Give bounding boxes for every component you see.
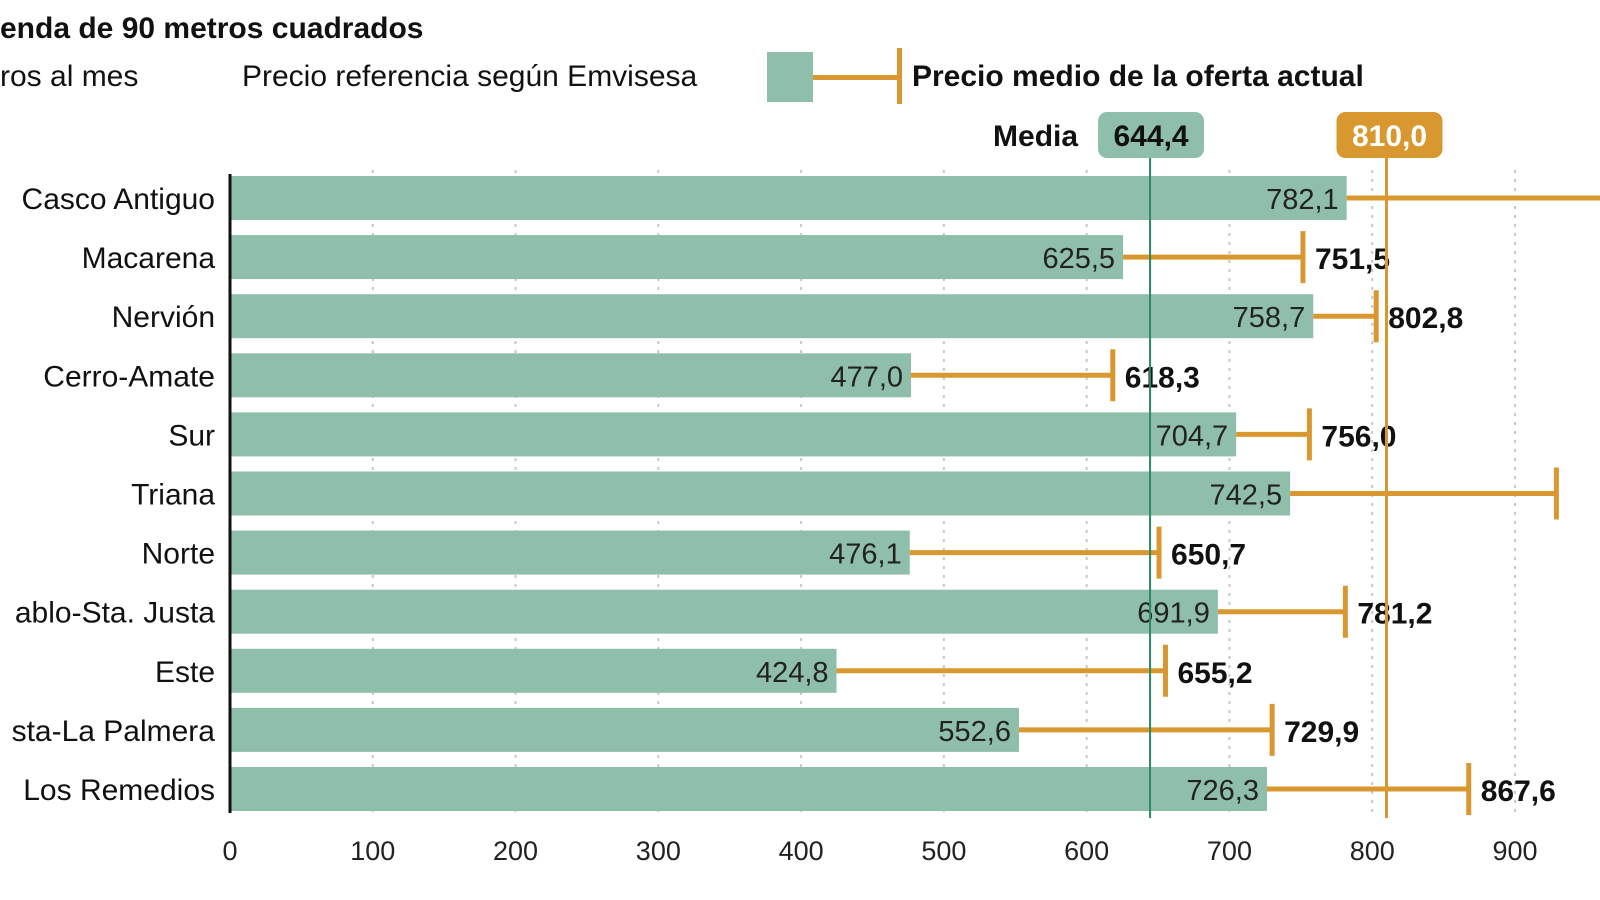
bar-value-label: 758,7 [1233,302,1306,334]
media-value: 644,4 [1114,120,1189,153]
x-tick-label: 500 [921,836,966,866]
media-label: Media [993,120,1078,153]
bar-reference [230,176,1347,220]
x-tick-label: 600 [1064,836,1109,866]
legend-reference-label: Precio referencia según Emvisesa [242,60,698,93]
category-label: sta-La Palmera [12,715,216,748]
category-label: Nervión [112,301,215,334]
x-tick-label: 0 [222,836,237,866]
oferta-value-label: 751,5 [1315,243,1390,276]
bar-reference [230,707,1019,752]
category-label: Cerro-Amate [43,360,215,393]
chart-title: enda de 90 metros cuadrados [0,12,424,45]
bar-value-label: 476,1 [829,539,902,571]
bar-reference [230,294,1314,339]
oferta-mean-badge [1336,112,1443,158]
bar-value-label: 782,1 [1266,184,1339,216]
legend-oferta-label: Precio medio de la oferta actual [912,60,1364,93]
x-tick-label: 800 [1350,836,1395,866]
bar-reference [230,235,1124,280]
x-tick-label: 700 [1207,836,1252,866]
oferta-value-label: 756,0 [1321,420,1396,453]
category-label: Casco Antiguo [22,183,215,216]
oferta-value-label: 729,9 [1284,716,1359,749]
category-label: ablo-Sta. Justa [15,597,215,630]
bar-value-label: 424,8 [756,657,829,689]
bar-value-label: 552,6 [938,716,1011,748]
category-label: Sur [168,419,215,452]
x-tick-label: 300 [636,836,681,866]
bar-value-label: 704,7 [1156,420,1229,452]
oferta-value-label: 650,7 [1171,539,1246,572]
x-tick-label: 100 [350,836,395,866]
legend-oferta-cap [897,48,902,104]
category-label: Este [155,656,215,689]
bar-reference [230,353,912,398]
bar-value-label: 625,5 [1042,243,1115,275]
legend-reference-swatch [767,52,813,102]
bar-reference [230,412,1237,457]
oferta-value-label: 802,8 [1388,302,1463,335]
category-label: Macarena [82,242,216,275]
oferta-mean-value: 810,0 [1352,120,1427,153]
bar-value-label: 691,9 [1137,598,1210,630]
category-label: Triana [131,479,215,512]
oferta-value-label: 781,2 [1357,598,1432,631]
x-tick-label: 400 [779,836,824,866]
oferta-value-label: 655,2 [1177,657,1252,690]
category-label: Los Remedios [23,774,215,807]
unit-label: ros al mes [0,60,139,93]
bar-value-label: 742,5 [1210,480,1283,512]
category-label: Norte [142,538,215,571]
legend-oferta-whisker [813,75,899,80]
bar-reference [230,767,1267,811]
bar-value-label: 477,0 [830,361,903,393]
x-tick-label: 200 [493,836,538,866]
x-tick-label: 900 [1492,836,1537,866]
oferta-value-label: 867,6 [1481,775,1556,808]
oferta-value-label: 618,3 [1125,361,1200,394]
bar-reference [230,471,1291,516]
bar-value-label: 726,3 [1186,775,1259,807]
bar-reference [230,589,1218,634]
bar-reference [230,648,837,693]
media-badge [1098,112,1205,158]
bar-reference [230,530,910,575]
